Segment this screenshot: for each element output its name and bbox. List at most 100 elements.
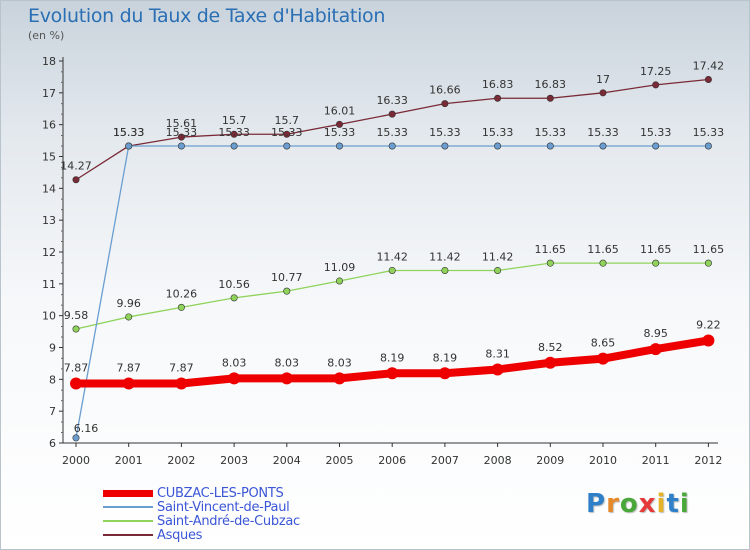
data-label: 8.19	[433, 351, 458, 364]
y-tick-label: 18	[42, 55, 56, 68]
y-tick-label: 16	[42, 119, 56, 132]
data-label: 11.65	[640, 243, 672, 256]
x-tick-label: 2006	[378, 454, 406, 467]
data-point	[597, 352, 609, 365]
y-tick-label: 7	[49, 405, 56, 418]
data-label: 7.87	[169, 361, 194, 374]
data-label: 9.96	[116, 297, 141, 310]
logo-letter: P	[586, 489, 607, 519]
legend-label-saint-andre: Saint-André-de-Cubzac	[157, 513, 300, 529]
legend-item-saint-andre: Saint-André-de-Cubzac	[103, 514, 300, 528]
data-point	[544, 356, 557, 369]
legend-swatch-saint-vincent	[103, 506, 153, 508]
y-tick-label: 10	[42, 310, 56, 323]
legend-swatch-saint-andre	[103, 520, 153, 522]
data-point	[175, 377, 188, 390]
data-point	[494, 266, 502, 274]
data-point	[72, 434, 80, 442]
data-point	[230, 130, 238, 138]
logo-letter: i	[656, 489, 667, 519]
data-label: 8.19	[380, 351, 405, 364]
data-label: 15.33	[429, 126, 461, 139]
data-point	[441, 266, 449, 274]
logo-letter: o	[619, 489, 639, 519]
data-point	[491, 363, 504, 376]
data-point	[652, 142, 660, 150]
data-point	[702, 334, 715, 347]
data-labels: 7.87 7.87 7.87 8.03 8.03 8.03 8.19 8.19 8.31 8.52…	[60, 59, 724, 434]
data-label: 15.33	[587, 126, 619, 139]
legend-swatch-cubzac	[103, 489, 153, 497]
data-label: 15.33	[218, 126, 250, 139]
x-tick-label: 2007	[431, 454, 459, 467]
data-label: 7.87	[116, 361, 141, 374]
data-label: 15.33	[113, 126, 145, 139]
legend-label-saint-vincent: Saint-Vincent-de-Paul	[157, 499, 290, 515]
data-label: 9.22	[696, 318, 721, 331]
data-label: 15.33	[113, 126, 145, 139]
data-label: 16.66	[429, 84, 461, 97]
data-label: 8.03	[222, 356, 247, 369]
y-tick-label: 13	[42, 214, 56, 227]
x-tick-label: 2011	[642, 454, 670, 467]
data-label: 9.58	[64, 309, 89, 322]
data-label: 17.25	[640, 65, 672, 78]
data-label: 16.01	[324, 104, 356, 117]
data-label: 8.03	[275, 356, 300, 369]
data-label: 6.16	[74, 422, 99, 435]
data-label: 15.61	[166, 117, 198, 130]
data-point	[70, 377, 82, 390]
data-point	[441, 100, 449, 108]
data-label: 15.7	[275, 114, 300, 127]
data-point	[177, 133, 185, 141]
x-tick-label: 2010	[589, 454, 617, 467]
x-tick-label: 2005	[326, 454, 354, 467]
data-point	[441, 142, 449, 150]
data-point	[230, 142, 238, 150]
data-point	[388, 110, 396, 118]
data-label: 8.03	[327, 356, 352, 369]
data-label: 11.65	[693, 243, 725, 256]
data-label: 15.33	[376, 126, 408, 139]
x-tick-label: 2003	[220, 454, 248, 467]
legend-item-cubzac: CUBZAC-LES-PONTS	[103, 486, 300, 500]
data-point	[72, 325, 80, 333]
legend: CUBZAC-LES-PONTS Saint-Vincent-de-Paul S…	[103, 486, 300, 542]
axes: 6 7 8 9 10 11 12 13 14 15 16 17 18 2000 2001 2002 2003 20…	[42, 55, 722, 467]
data-label: 15.33	[482, 126, 514, 139]
x-tick-label: 2009	[536, 454, 564, 467]
data-label: 15.33	[693, 126, 725, 139]
y-tick-label: 8	[49, 373, 56, 386]
proxiti-logo: Proxiti	[586, 489, 690, 519]
legend-label-cubzac: CUBZAC-LES-PONTS	[157, 485, 284, 501]
data-label: 11.42	[376, 250, 408, 263]
data-point	[704, 259, 712, 267]
data-point	[335, 142, 343, 150]
data-point	[546, 94, 554, 102]
data-point	[72, 176, 80, 184]
x-tick-label: 2000	[62, 454, 90, 467]
y-tick-label: 11	[42, 278, 56, 291]
data-label: 15.33	[324, 126, 356, 139]
data-label: 11.65	[535, 243, 567, 256]
x-tick-label: 2008	[484, 454, 512, 467]
data-point	[599, 259, 607, 267]
chart-title: Evolution du Taux de Taxe d'Habitation	[28, 5, 386, 27]
y-tick-label: 15	[42, 151, 56, 164]
data-point	[280, 372, 293, 385]
data-label: 8.31	[485, 347, 510, 360]
x-tick-label: 2001	[115, 454, 143, 467]
data-point	[125, 142, 133, 150]
data-label: 10.26	[166, 287, 198, 300]
data-point	[177, 142, 185, 150]
data-point	[125, 313, 133, 321]
data-label: 8.95	[643, 327, 668, 340]
data-point	[228, 372, 241, 385]
y-tick-label: 9	[49, 342, 56, 355]
data-label: 8.65	[591, 337, 616, 350]
data-point	[704, 142, 712, 150]
data-label: 15.33	[271, 126, 303, 139]
logo-letter: x	[638, 489, 657, 519]
data-point	[649, 343, 662, 356]
